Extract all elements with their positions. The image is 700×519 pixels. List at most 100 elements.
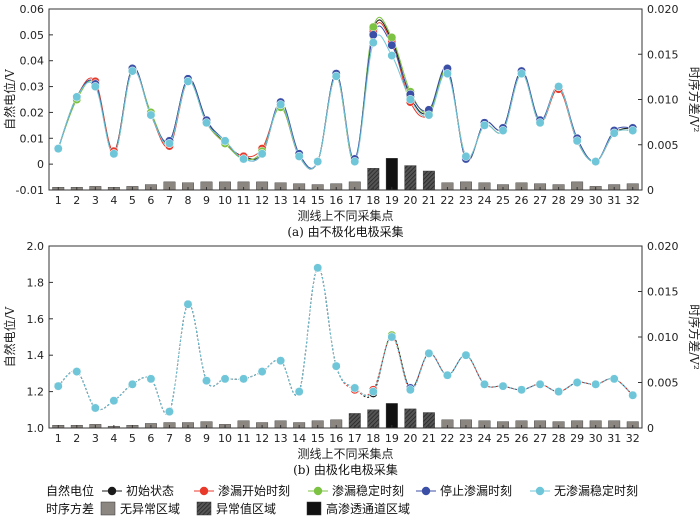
- x-axis-label-a: 测线上不同采集点: [297, 208, 393, 223]
- caption-a: (a) 由不极化电极采集: [287, 224, 403, 239]
- x-axis-label-b: 测线上不同采集点: [297, 446, 393, 461]
- xtick-label-a-18: 18: [366, 194, 380, 207]
- legend-swatch-h: [306, 501, 322, 516]
- point-b-s5-23: [461, 350, 471, 360]
- point-b-s5-10: [220, 374, 230, 384]
- xtick-label-b-9: 9: [203, 432, 210, 445]
- plot-frame-b: [48, 245, 643, 429]
- xtick-label-b-31: 31: [607, 432, 621, 445]
- legend-variance-label-n: 无异常区域: [120, 502, 180, 516]
- xtick-label-a-13: 13: [274, 194, 288, 207]
- point-a-s5-31: [609, 128, 619, 138]
- xtick-label-b-8: 8: [184, 432, 191, 445]
- point-a-s5-6: [146, 110, 156, 120]
- ytick-label-a-5: 0.04: [20, 55, 45, 68]
- point-a-s5-19: [387, 51, 397, 60]
- point-b-s5-26: [517, 385, 526, 395]
- xtick-label-a-25: 25: [496, 194, 510, 207]
- xtick-label-b-19: 19: [385, 432, 399, 445]
- point-a-s5-18: [368, 38, 378, 48]
- xtick-label-b-12: 12: [255, 432, 269, 445]
- point-a-s5-16: [331, 71, 341, 81]
- xtick-label-a-26: 26: [515, 194, 529, 207]
- point-b-s5-5: [127, 379, 137, 389]
- xtick-label-b-1: 1: [55, 432, 62, 445]
- variance-bar-a-20: [404, 165, 417, 191]
- xtick-label-b-20: 20: [403, 432, 417, 445]
- point-b-s5-6: [146, 374, 156, 384]
- y2tick-label-b-0: 0: [647, 422, 654, 435]
- xtick-label-b-6: 6: [147, 432, 154, 445]
- point-b-s5-19: [387, 332, 397, 342]
- y2tick-label-a-1: 0.005: [647, 139, 679, 152]
- xtick-label-b-28: 28: [552, 432, 566, 445]
- point-b-s5-27: [535, 379, 545, 389]
- xtick-label-b-16: 16: [329, 432, 343, 445]
- point-b-s5-13: [276, 356, 286, 366]
- point-a-s5-14: [294, 151, 304, 161]
- point-b-s5-8: [183, 299, 193, 309]
- legend-variance-label-h: 高渗透通道区域: [326, 501, 410, 516]
- point-a-s5-30: [591, 157, 601, 167]
- y-axis-label-b: 自然电位/V: [2, 306, 17, 367]
- series-line-b-2: [57, 267, 634, 415]
- point-a-s5-15: [313, 157, 323, 167]
- xtick-label-b-5: 5: [129, 432, 136, 445]
- xtick-label-b-13: 13: [274, 432, 288, 445]
- xtick-label-a-27: 27: [533, 194, 547, 207]
- point-a-s5-3: [90, 82, 100, 92]
- point-b-s5-9: [202, 376, 211, 386]
- point-a-s5-23: [461, 151, 471, 161]
- ytick-label-b-0: 1.0: [27, 422, 45, 435]
- xtick-label-a-6: 6: [147, 194, 154, 207]
- series-line-b-5: [57, 267, 634, 415]
- point-b-s5-20: [405, 385, 415, 395]
- xtick-label-a-5: 5: [129, 194, 136, 207]
- xtick-label-a-32: 32: [626, 194, 640, 207]
- y2tick-label-b-3: 0.015: [647, 286, 679, 299]
- legend-marker-1: [107, 486, 117, 496]
- point-b-s5-31: [609, 374, 619, 384]
- point-a-s3-18: [368, 22, 378, 32]
- y2tick-label-a-4: 0.020: [647, 3, 679, 16]
- xtick-label-a-31: 31: [607, 194, 621, 207]
- point-b-s5-7: [165, 407, 174, 417]
- point-a-s5-27: [535, 118, 545, 128]
- legend-label-4: 停止渗漏时刻: [440, 483, 512, 498]
- y2tick-label-b-4: 0.020: [647, 240, 679, 253]
- y2tick-label-b-2: 0.010: [647, 331, 679, 344]
- point-b-s5-14: [294, 387, 304, 397]
- xtick-label-b-29: 29: [570, 432, 584, 445]
- point-a-s4-19: [387, 40, 397, 50]
- ytick-label-b-5: 2.0: [27, 240, 45, 253]
- xtick-label-b-30: 30: [589, 432, 603, 445]
- xtick-label-a-8: 8: [184, 194, 191, 207]
- ytick-label-a-1: 0: [37, 158, 44, 171]
- point-b-s5-12: [257, 367, 267, 377]
- y2tick-label-b-1: 0.005: [647, 377, 679, 390]
- xtick-label-a-1: 1: [55, 194, 62, 207]
- xtick-label-a-15: 15: [311, 194, 325, 207]
- legend-label-3: 渗漏稳定时刻: [332, 483, 404, 498]
- xtick-label-a-20: 20: [403, 194, 417, 207]
- point-b-s5-15: [313, 263, 323, 273]
- point-b-s5-17: [350, 383, 360, 393]
- point-b-s5-24: [480, 379, 489, 389]
- xtick-label-a-30: 30: [589, 194, 603, 207]
- variance-bar-a-18: [367, 168, 380, 191]
- point-a-s5-29: [572, 136, 582, 146]
- ytick-label-a-6: 0.05: [20, 29, 45, 42]
- point-a-s5-17: [350, 157, 360, 167]
- xtick-label-a-12: 12: [255, 194, 269, 207]
- xtick-label-a-28: 28: [552, 194, 566, 207]
- y2tick-label-a-3: 0.015: [647, 48, 679, 61]
- caption-b: (b) 由极化电极采集: [293, 462, 398, 477]
- point-a-s5-1: [53, 144, 63, 154]
- point-a-s5-8: [183, 76, 193, 86]
- xtick-label-a-16: 16: [329, 194, 343, 207]
- xtick-label-a-9: 9: [203, 194, 210, 207]
- series-line-b-4: [57, 267, 634, 415]
- point-a-s5-7: [165, 139, 174, 148]
- xtick-label-a-23: 23: [459, 194, 473, 207]
- xtick-label-b-22: 22: [440, 432, 454, 445]
